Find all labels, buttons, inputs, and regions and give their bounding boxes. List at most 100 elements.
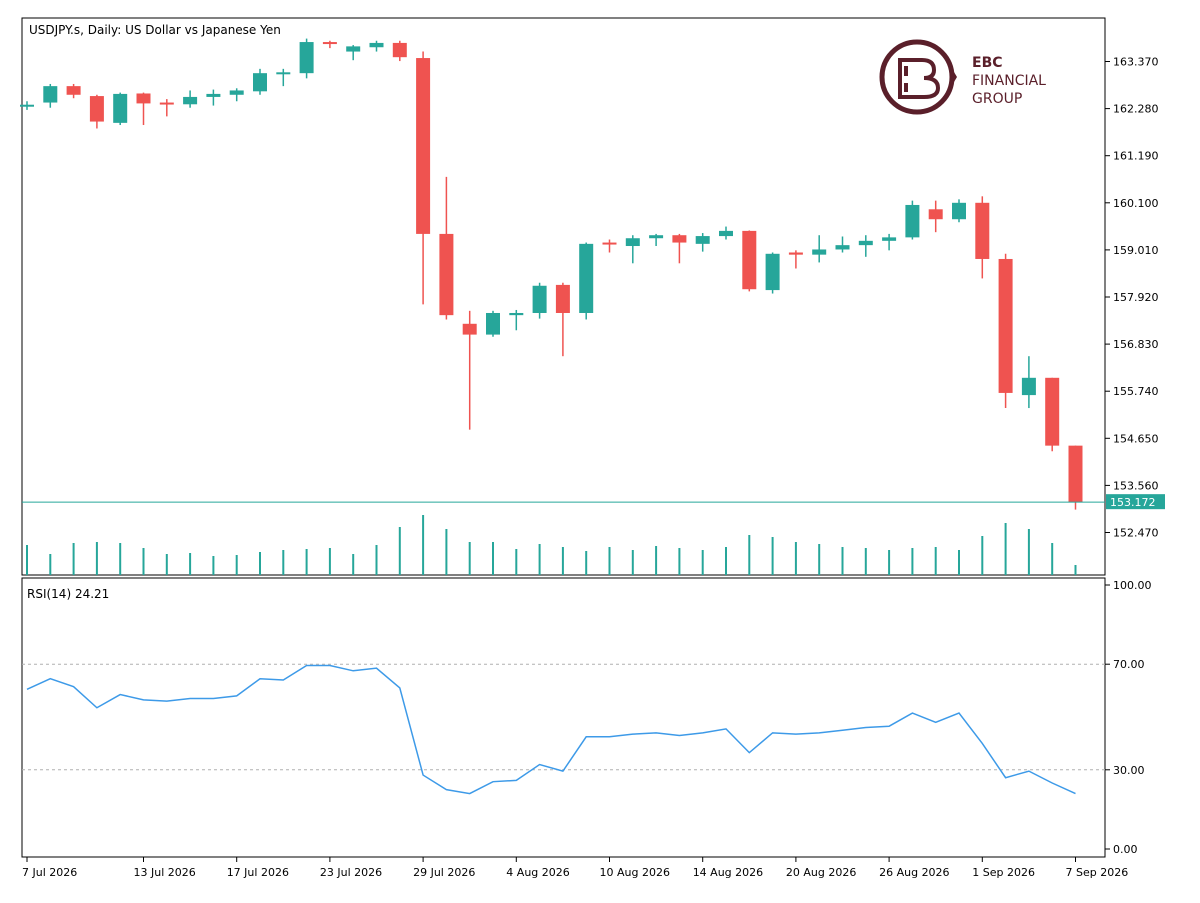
candle-body	[89, 96, 104, 122]
candle	[346, 45, 361, 61]
candle	[625, 235, 640, 264]
candle-body	[439, 233, 454, 316]
rsi-tick-label: 0.00	[1113, 843, 1138, 856]
candle	[975, 196, 990, 279]
candle	[416, 51, 431, 305]
price-tick-label: 162.280	[1113, 103, 1159, 116]
candle-body	[462, 323, 477, 335]
candle	[206, 89, 221, 106]
logo-monogram-icon	[898, 58, 941, 99]
candle-body	[788, 252, 803, 255]
rsi-tick-label: 70.00	[1113, 658, 1145, 671]
candle-body	[1021, 377, 1036, 396]
candle	[509, 309, 524, 331]
candle	[742, 230, 757, 292]
rsi-tick-label: 100.00	[1113, 579, 1152, 592]
candle-body	[602, 242, 617, 245]
candle-body	[742, 230, 757, 290]
candle-body	[66, 86, 81, 95]
logo-ring-icon	[879, 39, 955, 115]
candle	[719, 226, 733, 240]
candle	[532, 282, 547, 319]
price-tick-label: 163.370	[1113, 56, 1159, 69]
candle-body	[20, 104, 34, 107]
date-tick-label: 4 Aug 2026	[506, 866, 569, 879]
candle	[229, 88, 244, 102]
rsi-panel-frame	[21, 577, 1106, 858]
candle-body	[928, 209, 943, 220]
candle-body	[299, 42, 314, 74]
candle	[392, 40, 407, 62]
date-tick-label: 7 Jul 2026	[22, 866, 77, 879]
candle-body	[835, 245, 850, 250]
ebc-logo: EBC FINANCIAL GROUP	[879, 39, 1046, 115]
date-tick-label: 26 Aug 2026	[879, 866, 949, 879]
candle-body	[532, 285, 547, 313]
candle	[1045, 377, 1060, 452]
candle-body	[812, 249, 827, 255]
candle	[835, 236, 850, 253]
candle	[89, 94, 104, 129]
candle-body	[486, 312, 500, 335]
candle-body	[276, 72, 291, 75]
candle	[113, 92, 128, 126]
candle-body	[719, 230, 733, 237]
candle-body	[206, 93, 221, 97]
candle	[439, 176, 454, 320]
logo-line-ebc: EBC	[972, 55, 1003, 71]
candle	[159, 99, 174, 117]
candle	[43, 83, 58, 108]
candle-body	[1045, 377, 1060, 446]
rsi-label: RSI(14) 24.21	[27, 587, 109, 601]
candle	[858, 235, 873, 257]
candle	[812, 235, 827, 263]
price-tick-label: 161.190	[1113, 150, 1159, 163]
candle	[462, 310, 477, 430]
date-tick-label: 1 Sep 2026	[972, 866, 1035, 879]
candle-body	[1068, 445, 1083, 503]
candle	[952, 199, 966, 223]
price-tick-label: 153.560	[1113, 479, 1159, 492]
candle	[486, 310, 500, 337]
chart-title: USDJPY.s, Daily: US Dollar vs Japanese Y…	[29, 23, 281, 37]
candle-body	[183, 96, 198, 105]
candle	[299, 38, 314, 79]
candle	[928, 200, 943, 233]
candle-body	[625, 238, 640, 247]
candle-body	[649, 235, 664, 239]
candle-body	[229, 90, 244, 95]
candle-body	[765, 253, 780, 291]
candle-body	[882, 237, 897, 241]
candle-body	[253, 73, 267, 92]
date-tick-label: 13 Jul 2026	[134, 866, 196, 879]
candle-body	[509, 312, 524, 316]
candle-body	[369, 42, 384, 48]
candle	[322, 40, 337, 49]
price-tick-label: 152.470	[1113, 527, 1159, 540]
date-tick-label: 20 Aug 2026	[786, 866, 856, 879]
candle-body	[672, 235, 687, 243]
candle-body	[322, 42, 337, 45]
candle	[136, 92, 151, 126]
date-tick-label: 23 Jul 2026	[320, 866, 382, 879]
candle-body	[392, 42, 407, 58]
candle-body	[555, 284, 570, 313]
price-tick-label: 159.010	[1113, 244, 1159, 257]
candle	[649, 233, 664, 247]
candle	[1068, 445, 1083, 510]
candle	[602, 239, 617, 253]
candle-body	[905, 204, 920, 238]
candle-body	[113, 93, 128, 123]
candle-body	[136, 93, 151, 104]
candle	[579, 242, 594, 320]
price-tick-label: 157.920	[1113, 291, 1159, 304]
candle	[882, 233, 897, 251]
candle	[905, 200, 920, 240]
date-tick-label: 7 Sep 2026	[1066, 866, 1129, 879]
candle-body	[159, 102, 174, 105]
candle-body	[346, 46, 361, 52]
rsi-tick-label: 30.00	[1113, 764, 1145, 777]
candle	[672, 233, 687, 264]
price-tick-label: 160.100	[1113, 197, 1159, 210]
current-price-label: 153.172	[1110, 496, 1156, 509]
